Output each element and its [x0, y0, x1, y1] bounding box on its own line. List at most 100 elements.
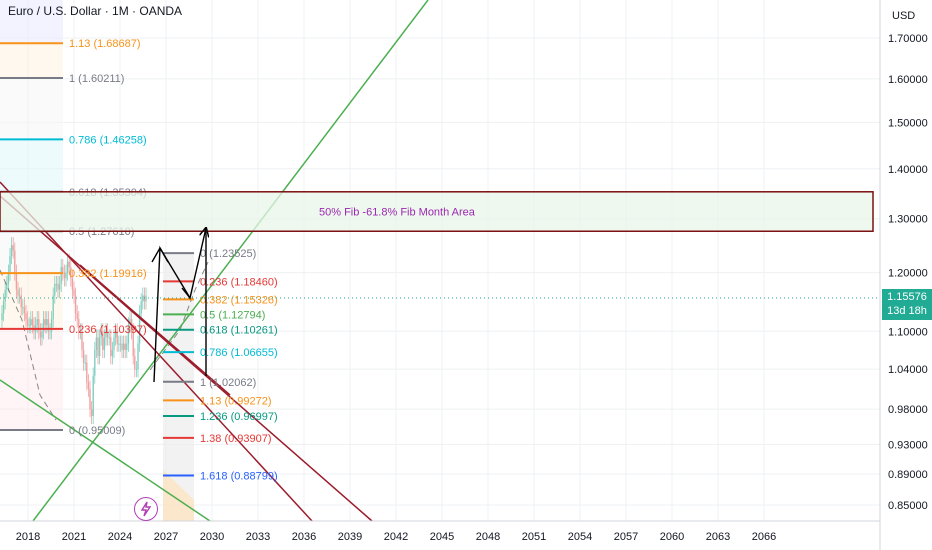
- candle-body: [138, 313, 141, 344]
- fib-level-label: 0.382 (1.15326): [200, 294, 278, 306]
- candle-body: [132, 331, 134, 357]
- y-tick-label: 0.85000: [888, 500, 928, 512]
- fib-level-label: 0.236 (1.18460): [200, 276, 278, 288]
- candle-body: [28, 325, 30, 327]
- candle-body: [106, 331, 109, 338]
- x-tick-label: 2018: [16, 531, 40, 543]
- zone-rectangle[interactable]: [0, 191, 874, 232]
- candle-body: [57, 283, 59, 290]
- downtrend-line[interactable]: [79, 264, 231, 396]
- candle-body: [118, 343, 120, 345]
- path-arrows[interactable]: [151, 228, 206, 383]
- chart-grid: [0, 0, 880, 521]
- fib-level-label: 0.236 (1.10397): [69, 324, 147, 336]
- fib-level-label: 1.236 (0.96997): [200, 411, 278, 423]
- x-axis-ticks: 2018 2021 2024 2027 2030 2033 2036 2039 2042 2045…: [16, 531, 776, 543]
- candle-body: [60, 267, 62, 284]
- candle-body: [111, 349, 114, 357]
- currency-label[interactable]: USD: [892, 10, 916, 22]
- fib-month-area-zone[interactable]: 50% Fib -61.8% Fib Month Area: [0, 191, 874, 232]
- candle-body: [36, 319, 38, 326]
- candle-body: [92, 375, 94, 417]
- y-tick-label: 0.89000: [888, 469, 928, 481]
- y-tick-label: 1.60000: [888, 74, 928, 86]
- candle-body: [74, 295, 77, 314]
- axes: [0, 0, 881, 550]
- fib-level-label: 0 (0.95009): [69, 425, 125, 437]
- candle-body: [89, 388, 91, 410]
- candle-body: [62, 267, 64, 273]
- price-candles: [0, 237, 209, 425]
- candle-body: [46, 319, 48, 326]
- y-tick-label: 1.10000: [888, 326, 928, 338]
- y-tick-label: 1.50000: [888, 117, 928, 129]
- candle-body: [86, 362, 88, 383]
- candle-body: [71, 278, 74, 290]
- candle-body: [70, 267, 72, 279]
- y-tick-label: 0.98000: [888, 404, 928, 416]
- candle-body: [103, 337, 106, 350]
- candle-body: [127, 325, 130, 344]
- x-tick-label: 2048: [476, 531, 500, 543]
- candle-body: [114, 331, 117, 338]
- lightning-icon[interactable]: [134, 497, 158, 521]
- fib-band: [0, 328, 63, 430]
- y-tick-label: 1.30000: [888, 214, 928, 226]
- candle-body: [76, 313, 78, 320]
- fib-level-label: 0.5 (1.12794): [200, 309, 265, 321]
- candle-body: [135, 369, 138, 371]
- candle-body: [94, 349, 96, 376]
- candle-body: [126, 343, 128, 350]
- candle-body: [137, 343, 139, 370]
- uptrend-line[interactable]: [32, 0, 429, 522]
- arrow-head-line: [159, 247, 169, 263]
- candle-body: [95, 337, 98, 350]
- fib-level-label: 0.382 (1.19916): [69, 268, 147, 280]
- arrow-head-line: [181, 287, 191, 299]
- symbol-title[interactable]: Euro / U.S. Dollar · 1M · OANDA: [8, 4, 183, 18]
- path-arrow[interactable]: [153, 228, 206, 383]
- candle-body: [78, 319, 80, 332]
- candle-body: [87, 382, 90, 389]
- candle-body: [49, 331, 51, 333]
- candle-body: [142, 295, 144, 302]
- candle-body: [17, 289, 19, 296]
- candle-body: [47, 319, 50, 332]
- fib-band: [0, 77, 63, 140]
- candle-body: [116, 331, 118, 344]
- candle-body: [7, 272, 10, 284]
- candle-body: [9, 256, 11, 273]
- candle-body: [20, 295, 22, 308]
- x-tick-label: 2063: [706, 531, 730, 543]
- fib-retracement-2[interactable]: 0 (1.23525) 0.236 (1.18460) 0.382 (1.15326…: [163, 248, 278, 483]
- candle-body: [81, 331, 83, 350]
- x-tick-label: 2066: [752, 531, 776, 543]
- fib-level-label: 0.786 (1.06655): [200, 347, 278, 359]
- current-price-tag: 1.15576 13d 18h: [882, 288, 932, 320]
- support-line[interactable]: [0, 379, 211, 522]
- fib-level-label: 1 (1.60211): [69, 73, 124, 85]
- candle-body: [10, 245, 13, 257]
- fib-level-label: 1.38 (0.93907): [200, 433, 272, 445]
- candle-body: [119, 343, 122, 345]
- candle-body: [58, 283, 61, 290]
- candle-body: [41, 331, 43, 338]
- candle-body: [30, 319, 32, 326]
- candle-body: [79, 331, 82, 333]
- x-tick-label: 2027: [154, 531, 178, 543]
- candle-body: [1, 313, 3, 320]
- x-tick-label: 2051: [522, 531, 546, 543]
- candle-body: [100, 331, 102, 338]
- candle-body: [110, 337, 112, 357]
- candle-body: [84, 362, 86, 364]
- candle-body: [22, 307, 24, 309]
- candle-body: [15, 272, 18, 290]
- candle-body: [18, 295, 21, 297]
- candle-body: [105, 331, 107, 338]
- candle-body: [90, 409, 93, 417]
- fib-level-label: 0.618 (1.10261): [200, 325, 278, 337]
- x-tick-label: 2060: [660, 531, 684, 543]
- candle-body: [44, 319, 46, 326]
- downtrend-line[interactable]: [0, 195, 373, 522]
